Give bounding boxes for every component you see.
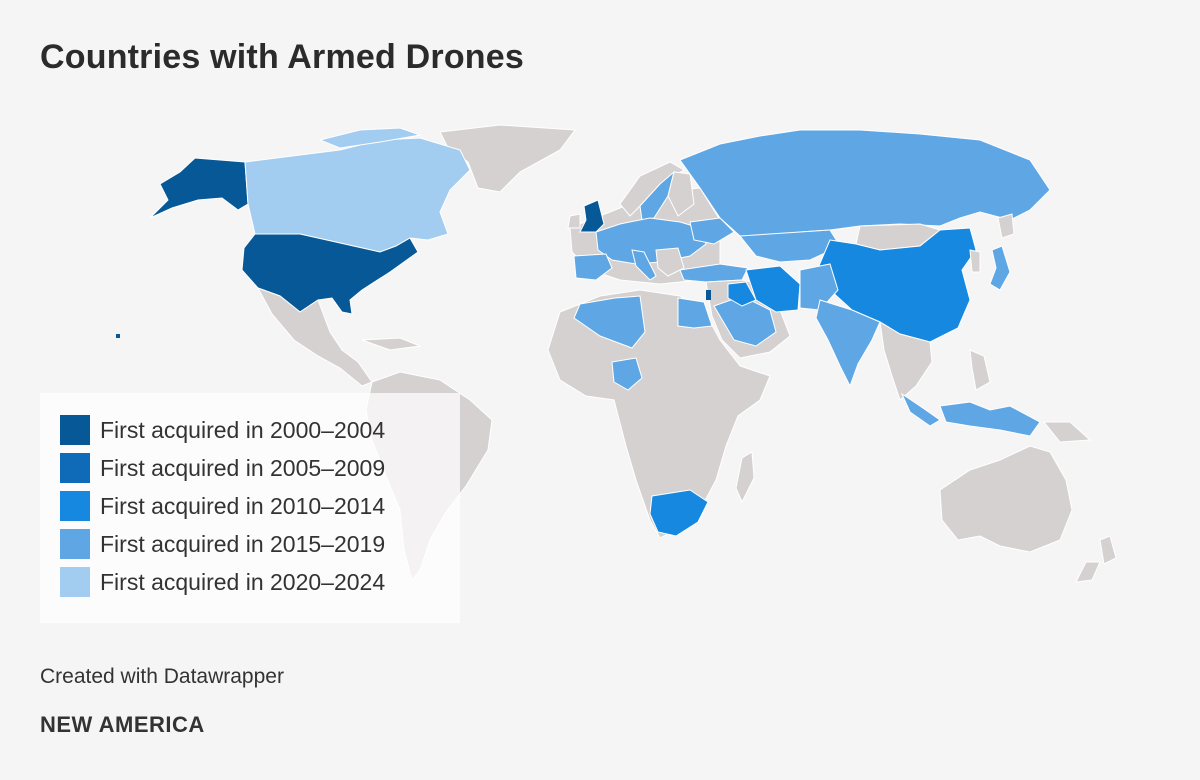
finland — [667, 171, 695, 217]
country-hawaii — [116, 334, 120, 338]
legend-item-2020-2024: First acquired in 2020–2024 — [60, 567, 385, 597]
country-pakistan — [799, 263, 839, 311]
country-israel — [706, 290, 711, 300]
world-map — [116, 124, 1117, 583]
legend-label: First acquired in 2005–2009 — [100, 454, 386, 481]
country-algeria — [573, 295, 646, 349]
philippines — [969, 349, 991, 391]
new-america-brand: NEW AMERICA — [40, 712, 205, 737]
country-iran — [745, 265, 801, 313]
legend-item-2015-2019: First acquired in 2015–2019 — [60, 529, 385, 559]
legend-item-2005-2009: First acquired in 2005–2009 — [60, 453, 385, 483]
country-canada-islands — [318, 127, 422, 149]
legend-label: First acquired in 2000–2004 — [100, 416, 386, 443]
country-nigeria — [611, 357, 643, 391]
mexico-central-america — [256, 287, 373, 387]
legend-swatch — [60, 453, 90, 483]
country-united-kingdom — [579, 199, 605, 233]
legend-label: First acquired in 2015–2019 — [100, 530, 386, 557]
new-zealand-south — [1075, 561, 1101, 583]
papua-new-guinea — [1042, 421, 1092, 443]
legend-item-2000-2004: First acquired in 2000–2004 — [60, 415, 385, 445]
korea — [969, 249, 981, 273]
country-china — [817, 227, 977, 343]
country-iraq — [727, 281, 757, 307]
datawrapper-credit: Created with Datawrapper — [40, 665, 284, 688]
country-ukraine — [689, 217, 735, 245]
legend-swatch — [60, 415, 90, 445]
legend-swatch — [60, 567, 90, 597]
country-indonesia-east — [939, 401, 1041, 437]
new-zealand — [1099, 535, 1117, 565]
ireland — [567, 213, 581, 229]
legend-label: First acquired in 2020–2024 — [100, 568, 386, 595]
country-spain — [573, 253, 613, 281]
country-egypt — [677, 297, 713, 329]
legend-item-2010-2014: First acquired in 2010–2014 — [60, 491, 385, 521]
country-italy — [631, 249, 657, 281]
country-indonesia — [900, 392, 941, 427]
madagascar — [735, 451, 755, 504]
southeast-asia — [879, 321, 933, 401]
legend-swatch — [60, 529, 90, 559]
map-legend: First acquired in 2000–2004 First acquir… — [40, 393, 460, 623]
country-russia — [679, 129, 1051, 239]
country-south-africa — [649, 489, 709, 537]
balkans — [655, 247, 685, 277]
chart-title: Countries with Armed Drones — [40, 38, 524, 76]
japan-north — [997, 213, 1015, 239]
country-alaska — [149, 157, 249, 219]
country-japan — [989, 245, 1011, 291]
legend-label: First acquired in 2010–2014 — [100, 492, 386, 519]
australia — [939, 445, 1073, 553]
caribbean — [361, 337, 422, 351]
legend-swatch — [60, 491, 90, 521]
country-india — [815, 299, 881, 388]
